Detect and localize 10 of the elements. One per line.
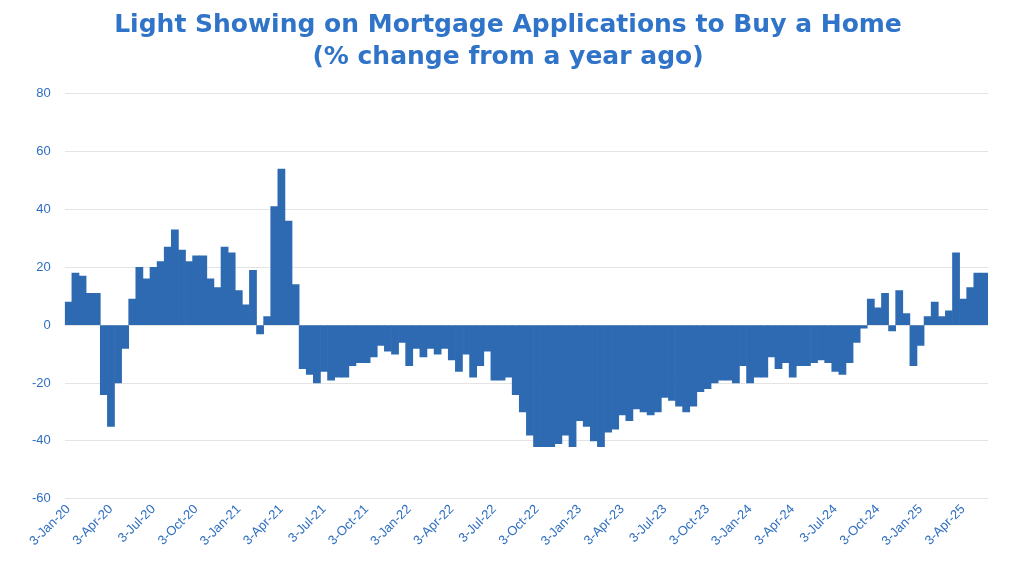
chart-title: Light Showing on Mortgage Applications to Buy a Home [113,8,903,40]
y-tick-label: 0 [43,316,51,332]
y-tick-label: -60 [31,490,51,506]
y-tick-label: -20 [31,374,51,390]
y-tick-label: 20 [36,258,51,274]
y-tick-label: 60 [36,143,51,159]
y-tick-label: -40 [31,432,51,448]
y-tick-label: 80 [36,85,51,101]
y-tick-label: 40 [36,201,51,217]
chart-subtitle: (% change from a year ago) [311,40,705,72]
